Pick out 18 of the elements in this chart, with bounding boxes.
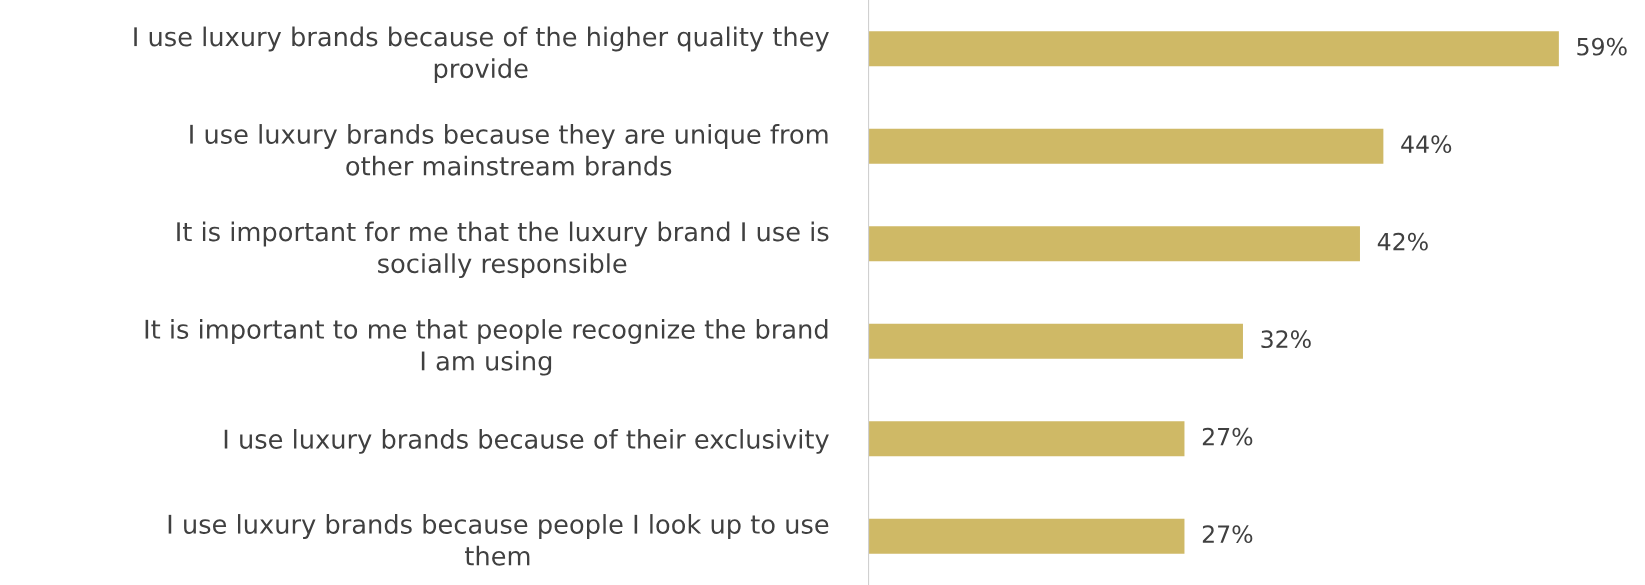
y-tick-label: I use luxury brands because they are unique from other mainstream brands [190,124,828,176]
bar [868,226,1360,262]
data-label: 42% [1377,232,1428,251]
data-label: 27% [1202,525,1253,544]
data-label: 32% [1261,330,1311,349]
data-label: 27% [1202,427,1253,446]
bar [868,128,1384,164]
bar [868,31,1559,67]
data-label: 44% [1401,135,1452,154]
y-tick-label: It is important for me that the luxury brand I use is socially responsible [177,221,829,279]
y-tick-label: It is important to me that people recognize the brand I am using [145,319,828,376]
y-tick-label: I use luxury brands because of their exclusivity [224,428,829,454]
bar [868,421,1185,457]
bar [868,323,1243,359]
bar [868,518,1185,554]
y-tick-label: I use luxury brands because people I look up to use them [168,514,829,566]
data-label: 59% [1577,37,1627,56]
y-tick-label: I use luxury brands because of the higher quality they provide [134,26,829,84]
